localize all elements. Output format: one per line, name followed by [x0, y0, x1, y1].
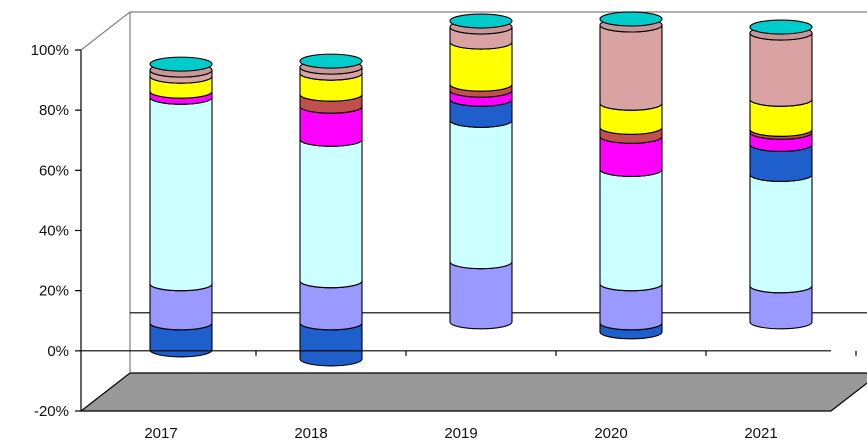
y-tick-label: 20% — [39, 283, 69, 300]
bar-segment-2018-s3 — [299, 131, 363, 289]
bar-segment-2021-s8 — [749, 25, 813, 107]
bar-cap-2020 — [599, 11, 663, 27]
x-tick-label-2017: 2017 — [144, 425, 177, 442]
bar-stack-2020 — [599, 11, 663, 340]
y-tick-label: 0% — [47, 343, 69, 360]
x-tick-label-2018: 2018 — [294, 425, 327, 442]
y-tick-label: 100% — [31, 42, 69, 59]
bar-cap-2017 — [149, 56, 213, 72]
bar-stack-2021 — [749, 19, 813, 330]
bar-cap-2019 — [449, 13, 513, 29]
bar-segment-2020-s3 — [599, 161, 663, 292]
top-wall-edge — [80, 11, 131, 51]
bar-segment-2019-s3 — [449, 112, 513, 270]
x-tick-label-2019: 2019 — [444, 425, 477, 442]
y-tick-label: 40% — [39, 223, 69, 240]
bar-stack-2018 — [299, 53, 363, 367]
x-tick-label-2020: 2020 — [594, 425, 627, 442]
bar-cap-2018 — [299, 53, 363, 69]
x-axis-labels: 2017 2018 2019 2020 2021 — [144, 425, 777, 442]
y-tick-label: 80% — [39, 102, 69, 119]
bar-stack-2017 — [149, 56, 213, 358]
bar-cap-2021 — [749, 19, 813, 35]
y-tick-label: -20% — [34, 403, 69, 420]
y-axis-labels: -20% 0% 20% 40% 60% 80% 100% — [31, 42, 69, 420]
bar-segment-2017-s3 — [149, 89, 213, 292]
bars-layer — [149, 11, 813, 367]
y-tick-label: 60% — [39, 162, 69, 179]
bar-segment-2020-s8 — [599, 17, 663, 111]
zero-line-layer — [81, 350, 857, 356]
chart-floor — [79, 372, 867, 412]
bar-segment-2021-s3 — [749, 166, 813, 294]
bar-stack-2019 — [449, 13, 513, 330]
x-tick-label-2021: 2021 — [744, 425, 777, 442]
chart-frame — [75, 11, 867, 412]
